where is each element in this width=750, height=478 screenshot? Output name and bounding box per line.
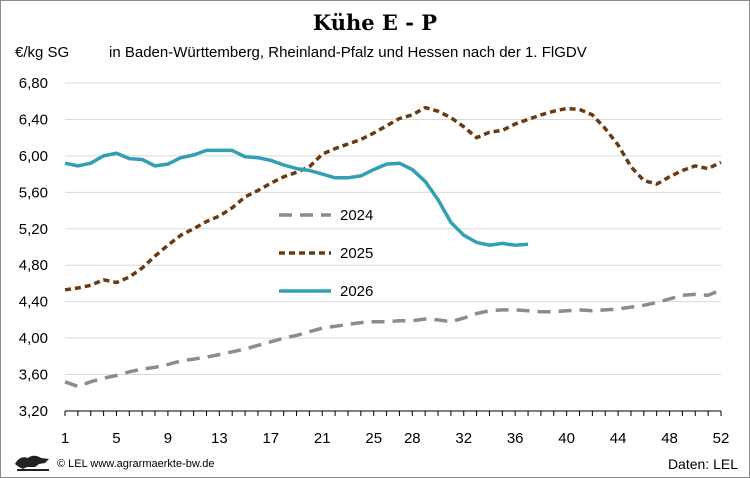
y-tick-label: 4,00 [19, 330, 48, 347]
series-layer [64, 105, 722, 389]
series-line-2025 [64, 105, 722, 292]
x-tick-label: 36 [507, 430, 524, 447]
x-tick-label: 48 [661, 430, 678, 447]
grid-layer [65, 82, 721, 412]
series-line-2026 [64, 148, 529, 247]
y-tick-label: 5,20 [19, 221, 48, 238]
x-tick-label: 17 [262, 430, 279, 447]
y-tick-label: 6,80 [19, 75, 48, 92]
lion-logo-icon [15, 455, 49, 471]
x-tick-label: 21 [314, 430, 331, 447]
x-tick-label: 52 [713, 430, 730, 447]
chart-subtitle: in Baden-Württemberg, Rheinland-Pfalz un… [109, 44, 587, 61]
y-tick-label: 5,60 [19, 184, 48, 201]
legend-label-2026: 2026 [340, 283, 373, 300]
x-tick-label: 44 [610, 430, 627, 447]
series-line-2024 [64, 288, 722, 389]
axis-layer: 3,20 3,60 4,00 4,40 4,80 5,20 5,60 6,00 6,40 6,80… [19, 75, 730, 447]
x-tick-label: 5 [112, 430, 120, 447]
y-tick-label: 4,80 [19, 257, 48, 274]
x-tick-label: 40 [558, 430, 575, 447]
y-axis-unit-label: €/kg SG [15, 44, 69, 61]
y-tick-label: 4,40 [19, 294, 48, 311]
legend-label-2024: 2024 [340, 207, 373, 224]
x-tick-label: 1 [61, 430, 69, 447]
x-tick-label: 25 [365, 430, 382, 447]
y-tick-label: 3,60 [19, 367, 48, 384]
y-tick-label: 6,00 [19, 148, 48, 165]
copyright-text: © LEL www.agrarmaerkte-bw.de [57, 458, 215, 470]
chart-title: Kühe E - P [313, 10, 437, 35]
source-text: Daten: LEL [668, 456, 738, 472]
x-tick-label: 13 [211, 430, 228, 447]
legend-label-2025: 2025 [340, 245, 373, 262]
legend: 2024 2025 2026 [279, 207, 373, 300]
x-tick-label: 28 [404, 430, 421, 447]
y-tick-label: 3,20 [19, 403, 48, 420]
y-tick-label: 6,40 [19, 111, 48, 128]
x-tick-label: 32 [455, 430, 472, 447]
x-tick-label: 9 [164, 430, 172, 447]
